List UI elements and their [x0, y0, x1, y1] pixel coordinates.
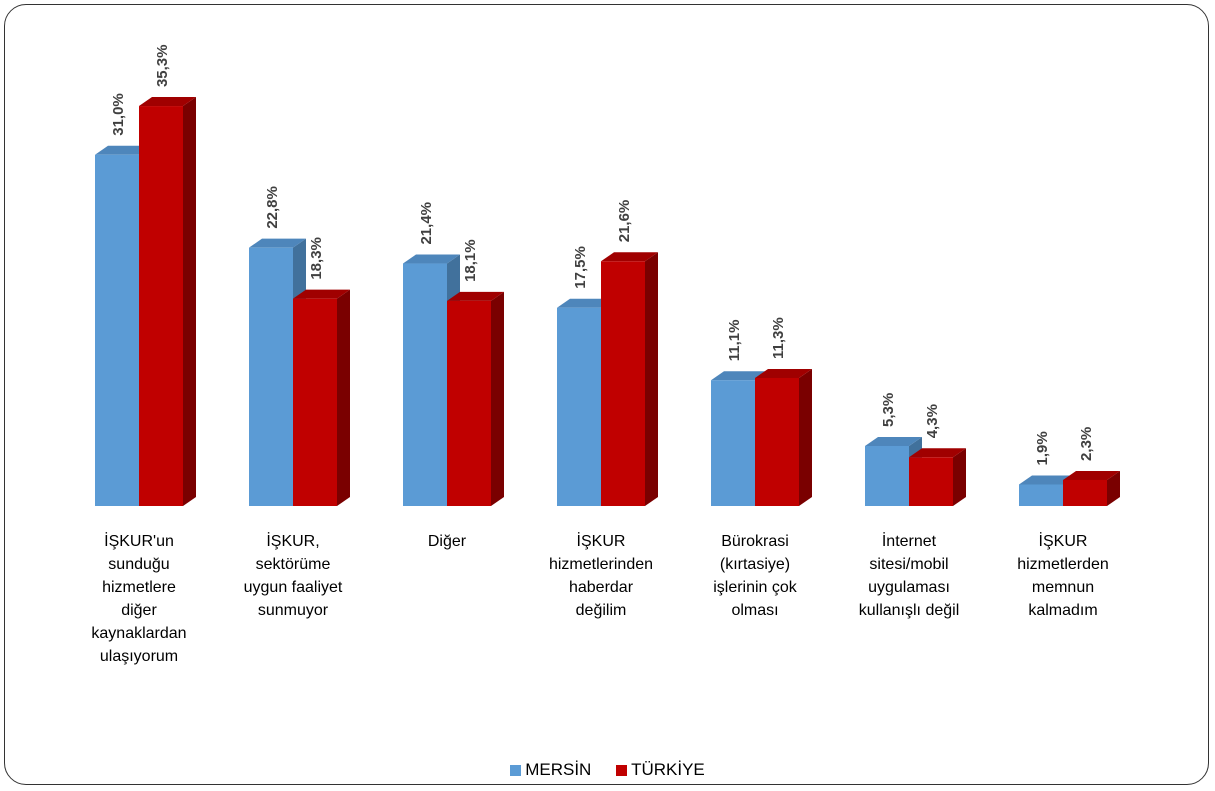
- bar-top: [909, 448, 966, 458]
- bar-top: [557, 298, 614, 308]
- bar-top: [601, 252, 658, 262]
- category-label-3: İŞKUR hizmetlerinden haberdar değilim: [548, 533, 654, 619]
- bar-top: [447, 291, 504, 301]
- bar-front: [909, 457, 953, 506]
- value-label-turkiye-5: 4,3%: [924, 404, 941, 438]
- bar-top: [249, 238, 306, 248]
- legend-swatch-turkiye: [616, 764, 628, 776]
- category-label-2: Diğer: [427, 533, 467, 550]
- category-label-4: Bürokrasi (kırtasiye) işlerinin çok olma…: [713, 533, 797, 619]
- value-label-mersin-2: 21,4%: [418, 202, 435, 245]
- bar-side: [337, 289, 350, 506]
- bar-front: [711, 380, 755, 506]
- value-label-mersin-5: 5,3%: [880, 393, 897, 427]
- value-label-turkiye-2: 18,1%: [462, 239, 479, 282]
- bar-front: [755, 377, 799, 506]
- category-label-5: İnternet sitesi/mobil uygulaması kullanı…: [858, 533, 960, 619]
- bar-side: [799, 368, 812, 506]
- legend: MERSİN TÜRKİYE: [0, 760, 1215, 781]
- bar-front: [601, 261, 645, 506]
- bar-side: [645, 252, 658, 506]
- bar-top: [711, 371, 768, 381]
- value-label-turkiye-4: 11,3%: [770, 317, 787, 359]
- value-label-mersin-6: 1,9%: [1034, 431, 1051, 465]
- value-label-turkiye-3: 21,6%: [616, 200, 633, 243]
- bar-side: [491, 291, 504, 506]
- bar-top: [293, 289, 350, 299]
- legend-label-mersin: MERSİN: [525, 760, 592, 779]
- bar-turkiye-0: [139, 97, 196, 507]
- bar-front: [1019, 484, 1063, 506]
- bar-turkiye-3: [601, 252, 658, 506]
- bar-front: [249, 247, 293, 506]
- legend-label-turkiye: TÜRKİYE: [631, 760, 705, 779]
- bar-top: [95, 145, 152, 155]
- bar-front: [403, 263, 447, 506]
- bar-turkiye-5: [909, 448, 966, 506]
- value-label-turkiye-0: 35,3%: [154, 45, 171, 88]
- bar-turkiye-4: [755, 368, 812, 506]
- value-label-turkiye-1: 18,3%: [308, 237, 325, 280]
- bar-side: [953, 448, 966, 506]
- bar-front: [447, 300, 491, 506]
- bar-top: [139, 97, 196, 107]
- bar-top: [1063, 470, 1120, 480]
- value-label-mersin-4: 11,1%: [726, 320, 743, 362]
- bar-front: [139, 106, 183, 507]
- value-label-mersin-1: 22,8%: [264, 186, 281, 229]
- bar-front: [1063, 479, 1107, 506]
- legend-item-mersin: MERSİN: [510, 760, 591, 780]
- bar-top: [1019, 475, 1076, 485]
- bar-turkiye-1: [293, 289, 350, 506]
- bar-front: [293, 298, 337, 506]
- bar-front: [557, 307, 601, 506]
- legend-swatch-mersin: [510, 764, 522, 776]
- bar-top: [755, 368, 812, 378]
- bar-front: [865, 445, 909, 506]
- value-label-mersin-3: 17,5%: [572, 246, 589, 289]
- bar-turkiye-2: [447, 291, 504, 506]
- bar-top: [403, 254, 460, 264]
- category-label-1: İŞKUR, sektörüme uygun faaliyet sunmuyor: [243, 533, 343, 619]
- legend-item-turkiye: TÜRKİYE: [616, 760, 705, 780]
- value-label-mersin-0: 31,0%: [110, 93, 127, 136]
- category-label-0: İŞKUR'un sunduğu hizmetlere diğer kaynak…: [91, 533, 187, 665]
- bar-front: [95, 154, 139, 506]
- category-label-6: İŞKUR hizmetlerden memnun kalmadım: [1017, 533, 1109, 619]
- bar-side: [1107, 470, 1120, 506]
- bar-side: [183, 97, 196, 507]
- value-label-turkiye-6: 2,3%: [1078, 427, 1095, 461]
- bar-top: [865, 436, 922, 446]
- bar-turkiye-6: [1063, 470, 1120, 506]
